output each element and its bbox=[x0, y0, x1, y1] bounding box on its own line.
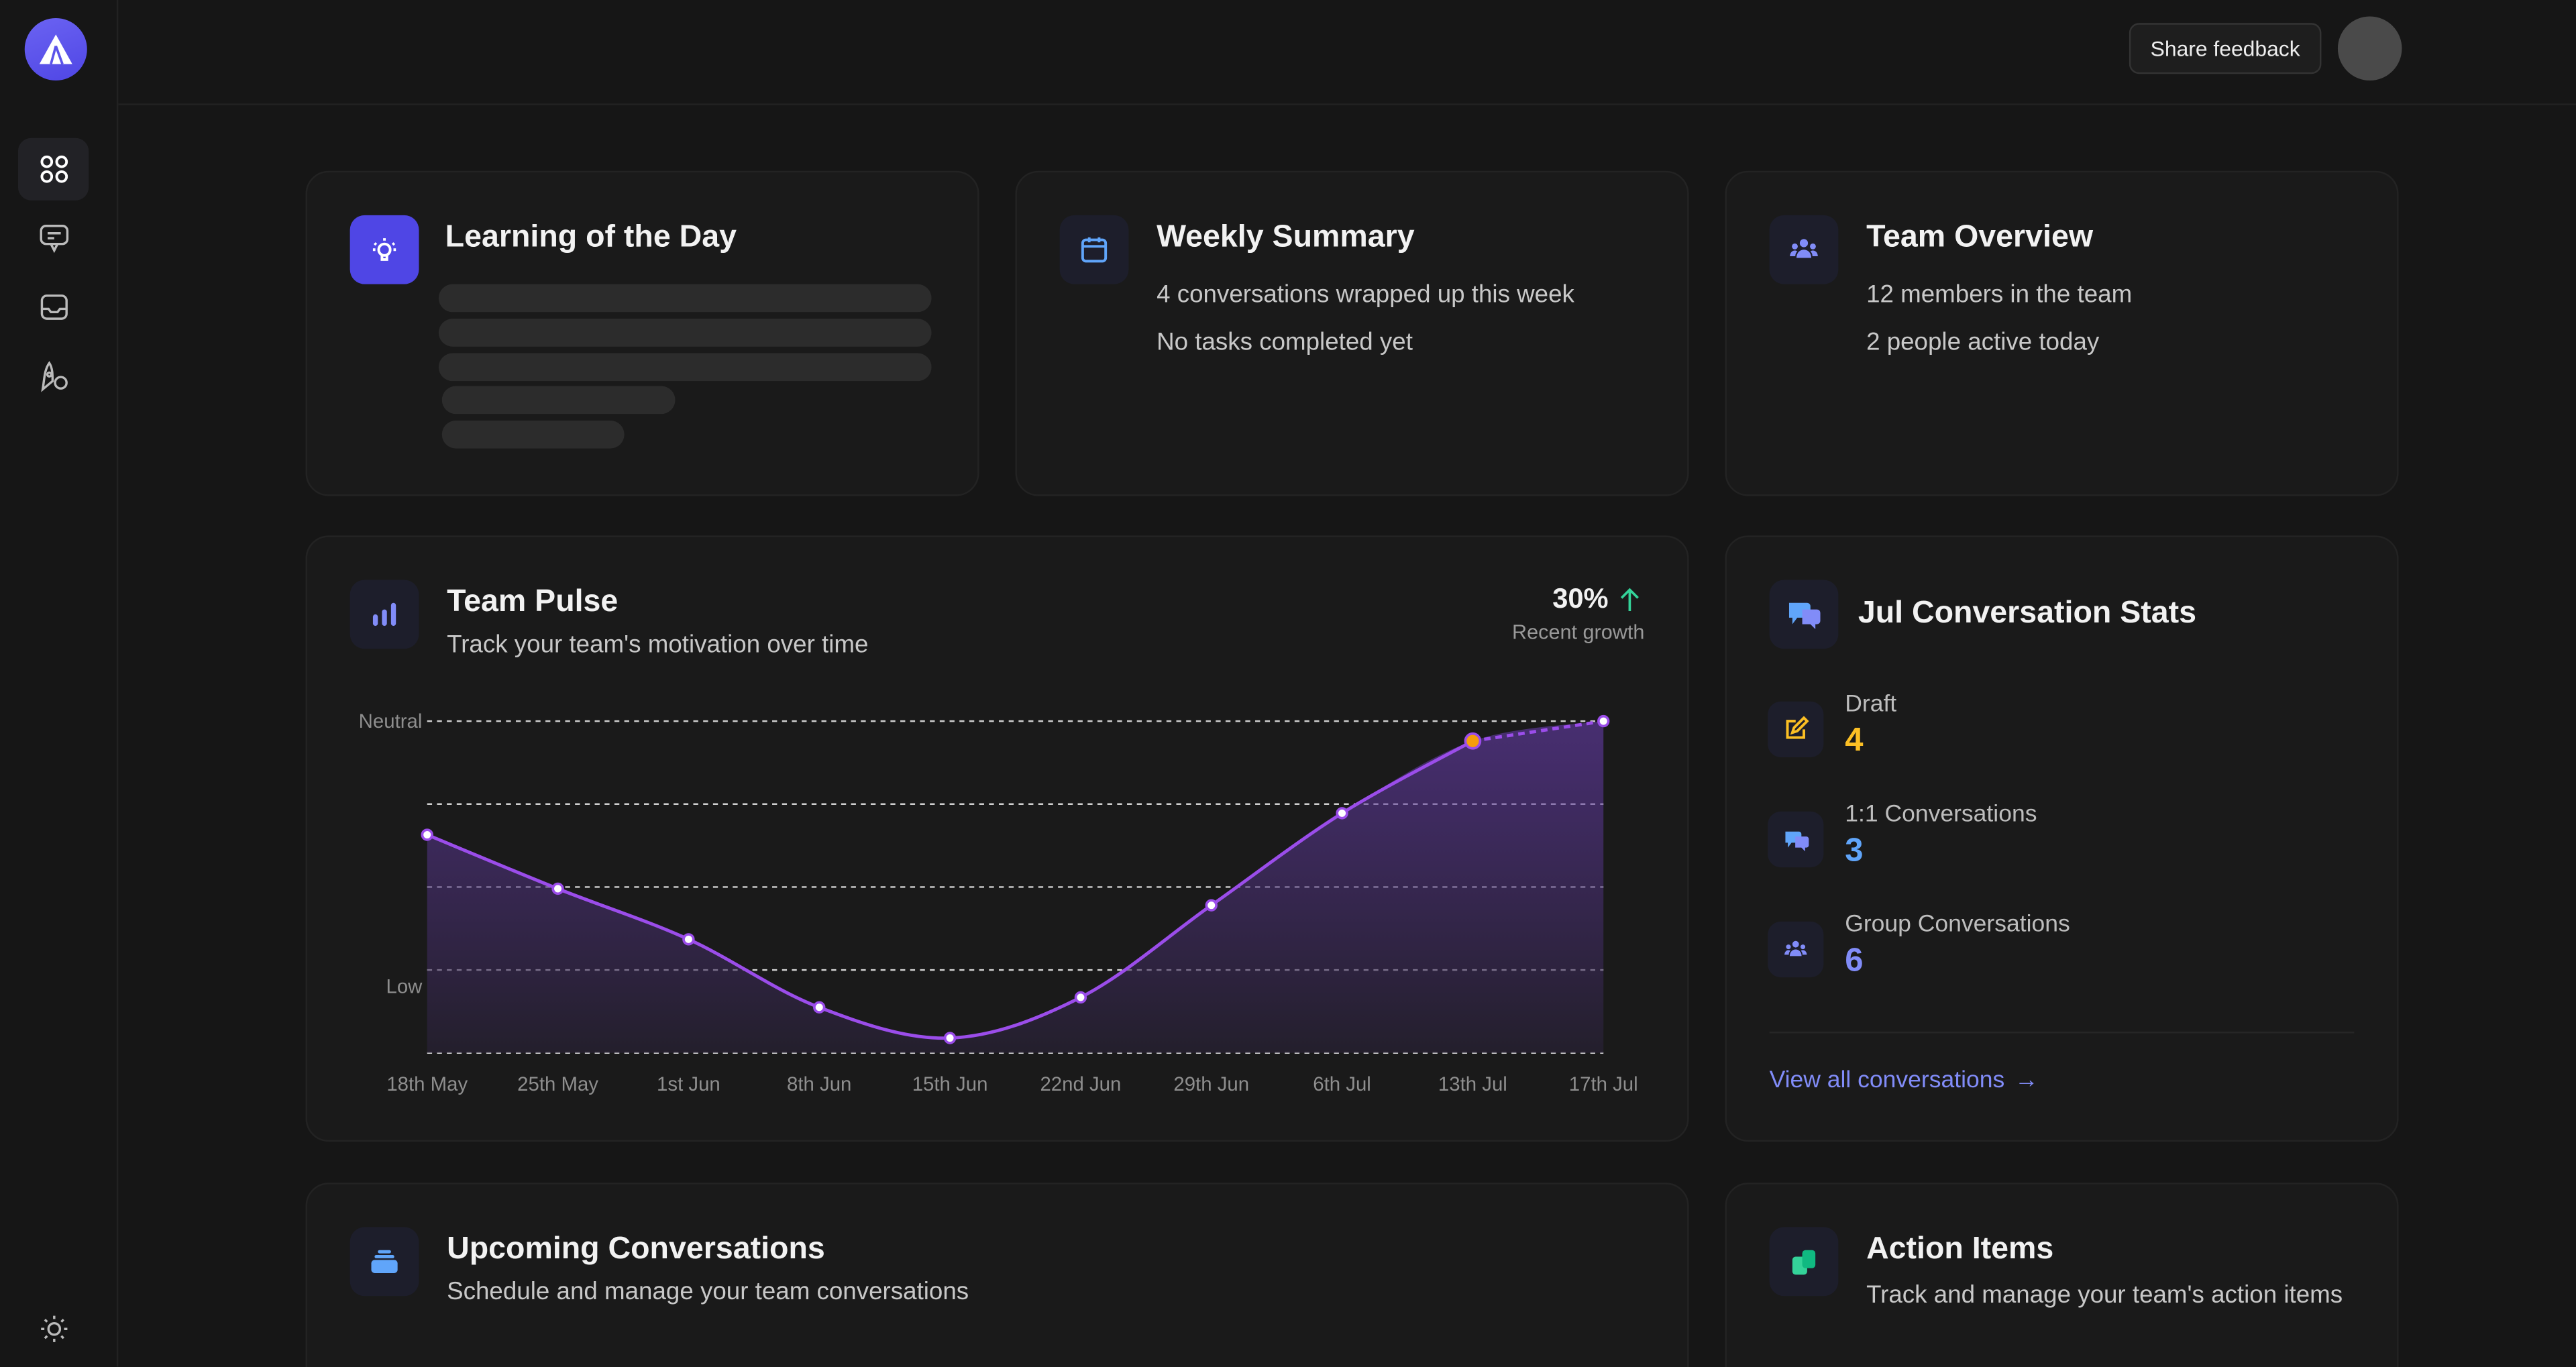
theme-toggle[interactable] bbox=[18, 1298, 89, 1360]
weekly-summary-card: Weekly Summary 4 conversations wrapped u… bbox=[1015, 170, 1689, 496]
card-title: Jul Conversation Stats bbox=[1858, 596, 2197, 631]
group-icon bbox=[1768, 921, 1824, 978]
card-title: Upcoming Conversations bbox=[447, 1232, 825, 1267]
sidebar bbox=[0, 0, 119, 1367]
conversation-stats-card: Jul Conversation Stats Draft 4 1:1 Conve… bbox=[1725, 535, 2399, 1142]
sun-icon bbox=[40, 1315, 67, 1342]
avatar[interactable] bbox=[2337, 16, 2402, 81]
card-title: Weekly Summary bbox=[1157, 220, 1415, 255]
data-point bbox=[1074, 991, 1087, 1004]
y-tick-label: Low bbox=[386, 976, 423, 998]
x-tick-label: 18th May bbox=[386, 1073, 468, 1095]
x-tick-label: 1st Jun bbox=[657, 1073, 720, 1095]
x-tick-label: 6th Jul bbox=[1313, 1073, 1371, 1095]
chat-icon bbox=[39, 225, 68, 254]
clipboard-icon bbox=[1769, 1227, 1839, 1297]
x-tick-label: 29th Jun bbox=[1173, 1073, 1249, 1095]
team-line: 2 people active today bbox=[1866, 328, 2100, 357]
card-title: Learning of the Day bbox=[445, 220, 737, 255]
sidebar-item-dashboard[interactable] bbox=[17, 138, 89, 201]
x-tick-label: 15th Jun bbox=[912, 1073, 988, 1095]
grid-icon bbox=[40, 155, 67, 183]
stat-value: 4 bbox=[1845, 722, 1864, 759]
arrow-up-icon bbox=[1620, 588, 1639, 612]
share-feedback-button[interactable]: Share feedback bbox=[2129, 23, 2322, 74]
learning-card: Learning of the Day bbox=[305, 170, 979, 496]
stat-value: 3 bbox=[1845, 832, 1864, 869]
chart-area bbox=[427, 721, 1604, 1053]
arrow-right-icon: → bbox=[2014, 1067, 2039, 1095]
team-line: 12 members in the team bbox=[1866, 280, 2133, 309]
edit-icon bbox=[1768, 701, 1824, 757]
data-point bbox=[813, 1001, 826, 1014]
chat-bubbles-icon bbox=[1768, 811, 1824, 868]
bar-chart-icon bbox=[350, 580, 419, 649]
card-title: Team Overview bbox=[1866, 220, 2094, 255]
summary-line: No tasks completed yet bbox=[1157, 328, 1413, 357]
chat-bubbles-icon bbox=[1769, 580, 1839, 649]
app-logo[interactable] bbox=[24, 17, 87, 81]
card-subtitle: Schedule and manage your team conversati… bbox=[447, 1278, 969, 1306]
x-tick-label: 13th Jul bbox=[1438, 1073, 1507, 1095]
divider bbox=[1769, 1031, 2355, 1034]
data-point bbox=[421, 828, 433, 841]
view-all-conversations-link[interactable]: View all conversations → bbox=[1770, 1068, 2039, 1094]
card-subtitle: Track your team's motivation over time bbox=[447, 631, 869, 659]
team-overview-card: Team Overview 12 members in the team 2 p… bbox=[1725, 170, 2399, 496]
card-title: Action Items bbox=[1866, 1232, 2054, 1267]
y-tick-label: Neutral bbox=[359, 710, 423, 732]
action-items-card: Action Items Track and manage your team'… bbox=[1725, 1183, 2399, 1367]
skeleton-line bbox=[441, 386, 676, 415]
x-tick-label: 22nd Jun bbox=[1040, 1073, 1121, 1095]
stat-label: Group Conversations bbox=[1845, 912, 2070, 938]
skeleton-line bbox=[441, 420, 625, 449]
growth-label: Recent growth bbox=[1512, 620, 1645, 645]
team-pulse-card: Team Pulse Track your team's motivation … bbox=[305, 535, 1689, 1142]
sidebar-item-inbox[interactable] bbox=[18, 276, 89, 338]
skeleton-line bbox=[438, 319, 932, 347]
growth-value: 30% bbox=[1552, 583, 1609, 614]
card-subtitle: Track and manage your team's action item… bbox=[1866, 1281, 2343, 1309]
sidebar-item-growth[interactable] bbox=[18, 345, 89, 407]
data-point bbox=[1597, 714, 1610, 728]
highlight-point bbox=[1464, 732, 1482, 750]
data-point bbox=[1205, 899, 1218, 912]
chart-line-projected bbox=[1472, 719, 1604, 743]
x-tick-label: 25th May bbox=[517, 1073, 598, 1095]
rocket-icon bbox=[40, 361, 67, 392]
x-tick-label: 8th Jun bbox=[787, 1073, 851, 1095]
data-point bbox=[1336, 807, 1348, 820]
summary-line: 4 conversations wrapped up this week bbox=[1157, 280, 1574, 309]
data-point bbox=[943, 1032, 957, 1044]
card-title: Team Pulse bbox=[447, 584, 619, 620]
lightbulb-icon bbox=[350, 215, 419, 284]
stack-icon bbox=[350, 1227, 419, 1297]
skeleton-line bbox=[438, 284, 932, 313]
calendar-icon bbox=[1059, 215, 1129, 284]
data-point bbox=[682, 933, 695, 946]
upcoming-conversations-card: Upcoming Conversations Schedule and mana… bbox=[305, 1183, 1689, 1367]
stat-label: 1:1 Conversations bbox=[1845, 802, 2037, 828]
team-pulse-chart: 18th May 25th May 1st Jun 8th Jun 15th Jun 22… bbox=[359, 710, 1638, 1095]
skeleton-line bbox=[438, 353, 932, 382]
inbox-icon bbox=[40, 294, 67, 320]
sidebar-item-conversations[interactable] bbox=[18, 207, 89, 270]
stat-value: 6 bbox=[1845, 942, 1864, 979]
stat-label: Draft bbox=[1845, 692, 1897, 718]
group-icon bbox=[1769, 215, 1839, 284]
top-bar bbox=[118, 0, 2576, 105]
x-tick-label: 17th Jul bbox=[1569, 1073, 1638, 1095]
data-point bbox=[551, 882, 564, 895]
link-label: View all conversations bbox=[1769, 1067, 2005, 1095]
